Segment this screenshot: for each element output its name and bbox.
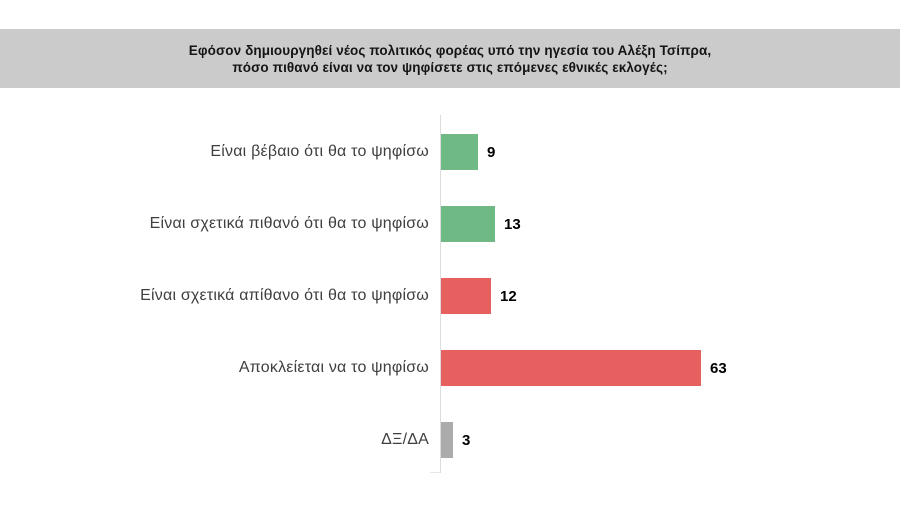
value-label: 13 <box>504 215 521 233</box>
chart-row: ΔΞ/ΔΑ 3 <box>0 404 900 476</box>
chart-row: Είναι σχετικά πιθανό ότι θα το ψηφίσω 13 <box>0 188 900 260</box>
bar <box>441 422 453 458</box>
bar <box>441 206 495 242</box>
category-label: Είναι βέβαιο ότι θα το ψηφίσω <box>210 143 429 160</box>
bar-chart: Είναι βέβαιο ότι θα το ψηφίσω 9 Είναι σχετ… <box>0 115 900 476</box>
question-line-2: πόσο πιθανό είναι να τον ψηφίσετε στις ε… <box>232 59 668 75</box>
bar <box>441 134 478 170</box>
value-label: 63 <box>710 359 727 377</box>
chart-row: Είναι βέβαιο ότι θα το ψηφίσω 9 <box>0 116 900 188</box>
category-label: Είναι σχετικά πιθανό ότι θα το ψηφίσω <box>149 215 429 232</box>
value-label: 9 <box>487 143 496 161</box>
value-label: 12 <box>500 287 517 305</box>
y-axis-line <box>440 115 441 473</box>
category-label: Αποκλείεται να το ψηφίσω <box>238 359 429 376</box>
category-label: Είναι σχετικά απίθανο ότι θα το ψηφίσω <box>140 287 429 304</box>
axis-bottom-tick <box>430 472 440 473</box>
bar <box>441 350 701 386</box>
chart-row: Αποκλείεται να το ψηφίσω 63 <box>0 332 900 404</box>
chart-row: Είναι σχετικά απίθανο ότι θα το ψηφίσω 12 <box>0 260 900 332</box>
bar <box>441 278 491 314</box>
question-line-1: Εφόσον δημιουργηθεί νέος πολιτικός φορέα… <box>188 42 712 58</box>
chart-rows: Είναι βέβαιο ότι θα το ψηφίσω 9 Είναι σχετ… <box>0 116 900 476</box>
value-label: 3 <box>462 431 471 449</box>
question-header: Εφόσον δημιουργηθεί νέος πολιτικός φορέα… <box>0 29 900 88</box>
category-label: ΔΞ/ΔΑ <box>381 431 429 448</box>
